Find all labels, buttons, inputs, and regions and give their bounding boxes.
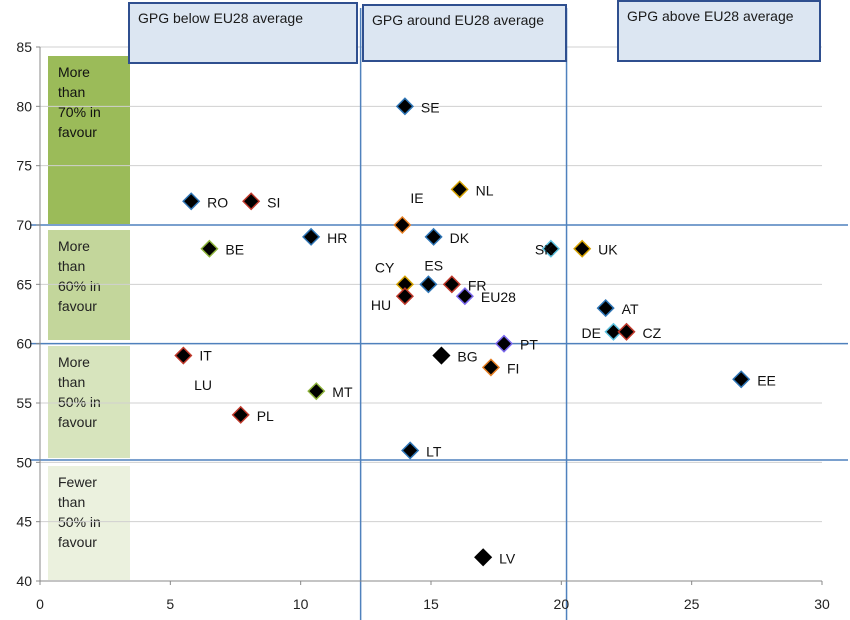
column-box-above-average: GPG above EU28 average (617, 0, 821, 62)
point-it (174, 346, 193, 365)
point-label-es: ES (424, 257, 443, 273)
point-ro (182, 192, 201, 211)
point-label-fi: FI (507, 360, 519, 376)
point-si (242, 192, 261, 211)
column-box-around-label: GPG around EU28 average (372, 12, 544, 28)
point-cz (617, 322, 636, 341)
point-label-pl: PL (257, 408, 274, 424)
point-es (419, 275, 438, 294)
point-label-fr: FR (468, 277, 487, 293)
column-box-around-average: GPG around EU28 average (362, 4, 567, 62)
point-label-cy: CY (375, 259, 395, 275)
point-label-hr: HR (327, 230, 347, 246)
point-pl (231, 405, 250, 424)
point-label-sk: SK (535, 242, 554, 258)
y-tick-label-40: 40 (16, 573, 32, 589)
y-tick-label-85: 85 (16, 39, 32, 55)
point-label-nl: NL (476, 182, 494, 198)
point-se (395, 97, 414, 116)
y-tick-label-65: 65 (16, 276, 32, 292)
x-tick-label-5: 5 (166, 596, 174, 612)
x-tick-label-10: 10 (293, 596, 309, 612)
column-box-below-label: GPG below EU28 average (138, 10, 303, 26)
y-tick-label-80: 80 (16, 98, 32, 114)
point-fi (481, 358, 501, 377)
point-label-bg: BG (457, 349, 477, 365)
point-mt (307, 382, 326, 401)
axes: 40 45 50 55 60 65 70 75 80 85 0 5 10 15 20 25 30 (16, 39, 830, 612)
column-box-below-average: GPG below EU28 average (128, 2, 358, 64)
extra-label-lu: LU (194, 377, 212, 393)
y-tick-label-55: 55 (16, 395, 32, 411)
point-label-si: SI (267, 194, 280, 210)
y-tick-label-50: 50 (16, 454, 32, 470)
point-label-mt: MT (332, 384, 353, 400)
y-tick-label-45: 45 (16, 514, 32, 530)
point-label-hu: HU (371, 297, 391, 313)
band-label-60: More than 60% in favour (58, 238, 101, 314)
point-label-it: IT (199, 348, 212, 364)
point-label-pt: PT (520, 337, 538, 353)
point-label-se: SE (421, 99, 440, 115)
data-points: SE NL RO SI IE HR DK BE SK UK CY ES FR HU EU28 AT DE CZ PT… (174, 97, 776, 567)
point-dk (424, 227, 443, 246)
point-pt (494, 334, 514, 353)
point-label-ie: IE (410, 190, 423, 206)
point-label-uk: UK (598, 242, 618, 258)
point-eu28 (455, 287, 474, 306)
point-label-be: BE (225, 242, 244, 258)
point-label-dk: DK (450, 230, 470, 246)
point-label-eu28: EU28 (481, 289, 516, 305)
point-label-de: DE (581, 325, 600, 341)
band-label-70: More than 70% in favour (58, 64, 101, 140)
band-more-than-70: More than 70% in favour (48, 56, 130, 224)
point-label-lv: LV (499, 550, 516, 566)
point-de (604, 322, 623, 341)
point-nl (450, 180, 469, 199)
point-bg (432, 346, 451, 365)
band-label-fewer-50: Fewer than 50% in favour (58, 474, 101, 550)
band-more-than-50: More than 50% in favour (48, 346, 130, 458)
point-hu (395, 287, 414, 306)
x-tick-label-0: 0 (36, 596, 44, 612)
point-sk (541, 239, 560, 258)
y-tick-label-70: 70 (16, 217, 32, 233)
band-fewer-than-50: Fewer than 50% in favour (48, 466, 130, 580)
point-at (596, 299, 615, 318)
x-tick-label-30: 30 (814, 596, 830, 612)
point-uk (573, 239, 592, 258)
reference-lines (30, 8, 848, 620)
point-lv (474, 548, 493, 567)
point-be (200, 239, 219, 258)
point-fr (442, 275, 461, 294)
point-label-ro: RO (207, 194, 228, 210)
x-tick-label-15: 15 (423, 596, 439, 612)
point-label-cz: CZ (643, 325, 662, 341)
point-label-ee: EE (757, 372, 776, 388)
point-ee (732, 370, 751, 389)
column-box-above-label: GPG above EU28 average (627, 8, 794, 24)
y-tick-label-60: 60 (16, 336, 32, 352)
x-tick-label-25: 25 (684, 596, 700, 612)
y-tick-label-75: 75 (16, 158, 32, 174)
point-label-lt: LT (426, 443, 442, 459)
band-more-than-60: More than 60% in favour (48, 230, 130, 340)
point-lt (401, 441, 420, 460)
point-ie (393, 215, 412, 235)
x-tick-label-20: 20 (554, 596, 570, 612)
point-label-at: AT (622, 301, 639, 317)
point-hr (302, 227, 321, 246)
band-label-50: More than 50% in favour (58, 354, 101, 430)
